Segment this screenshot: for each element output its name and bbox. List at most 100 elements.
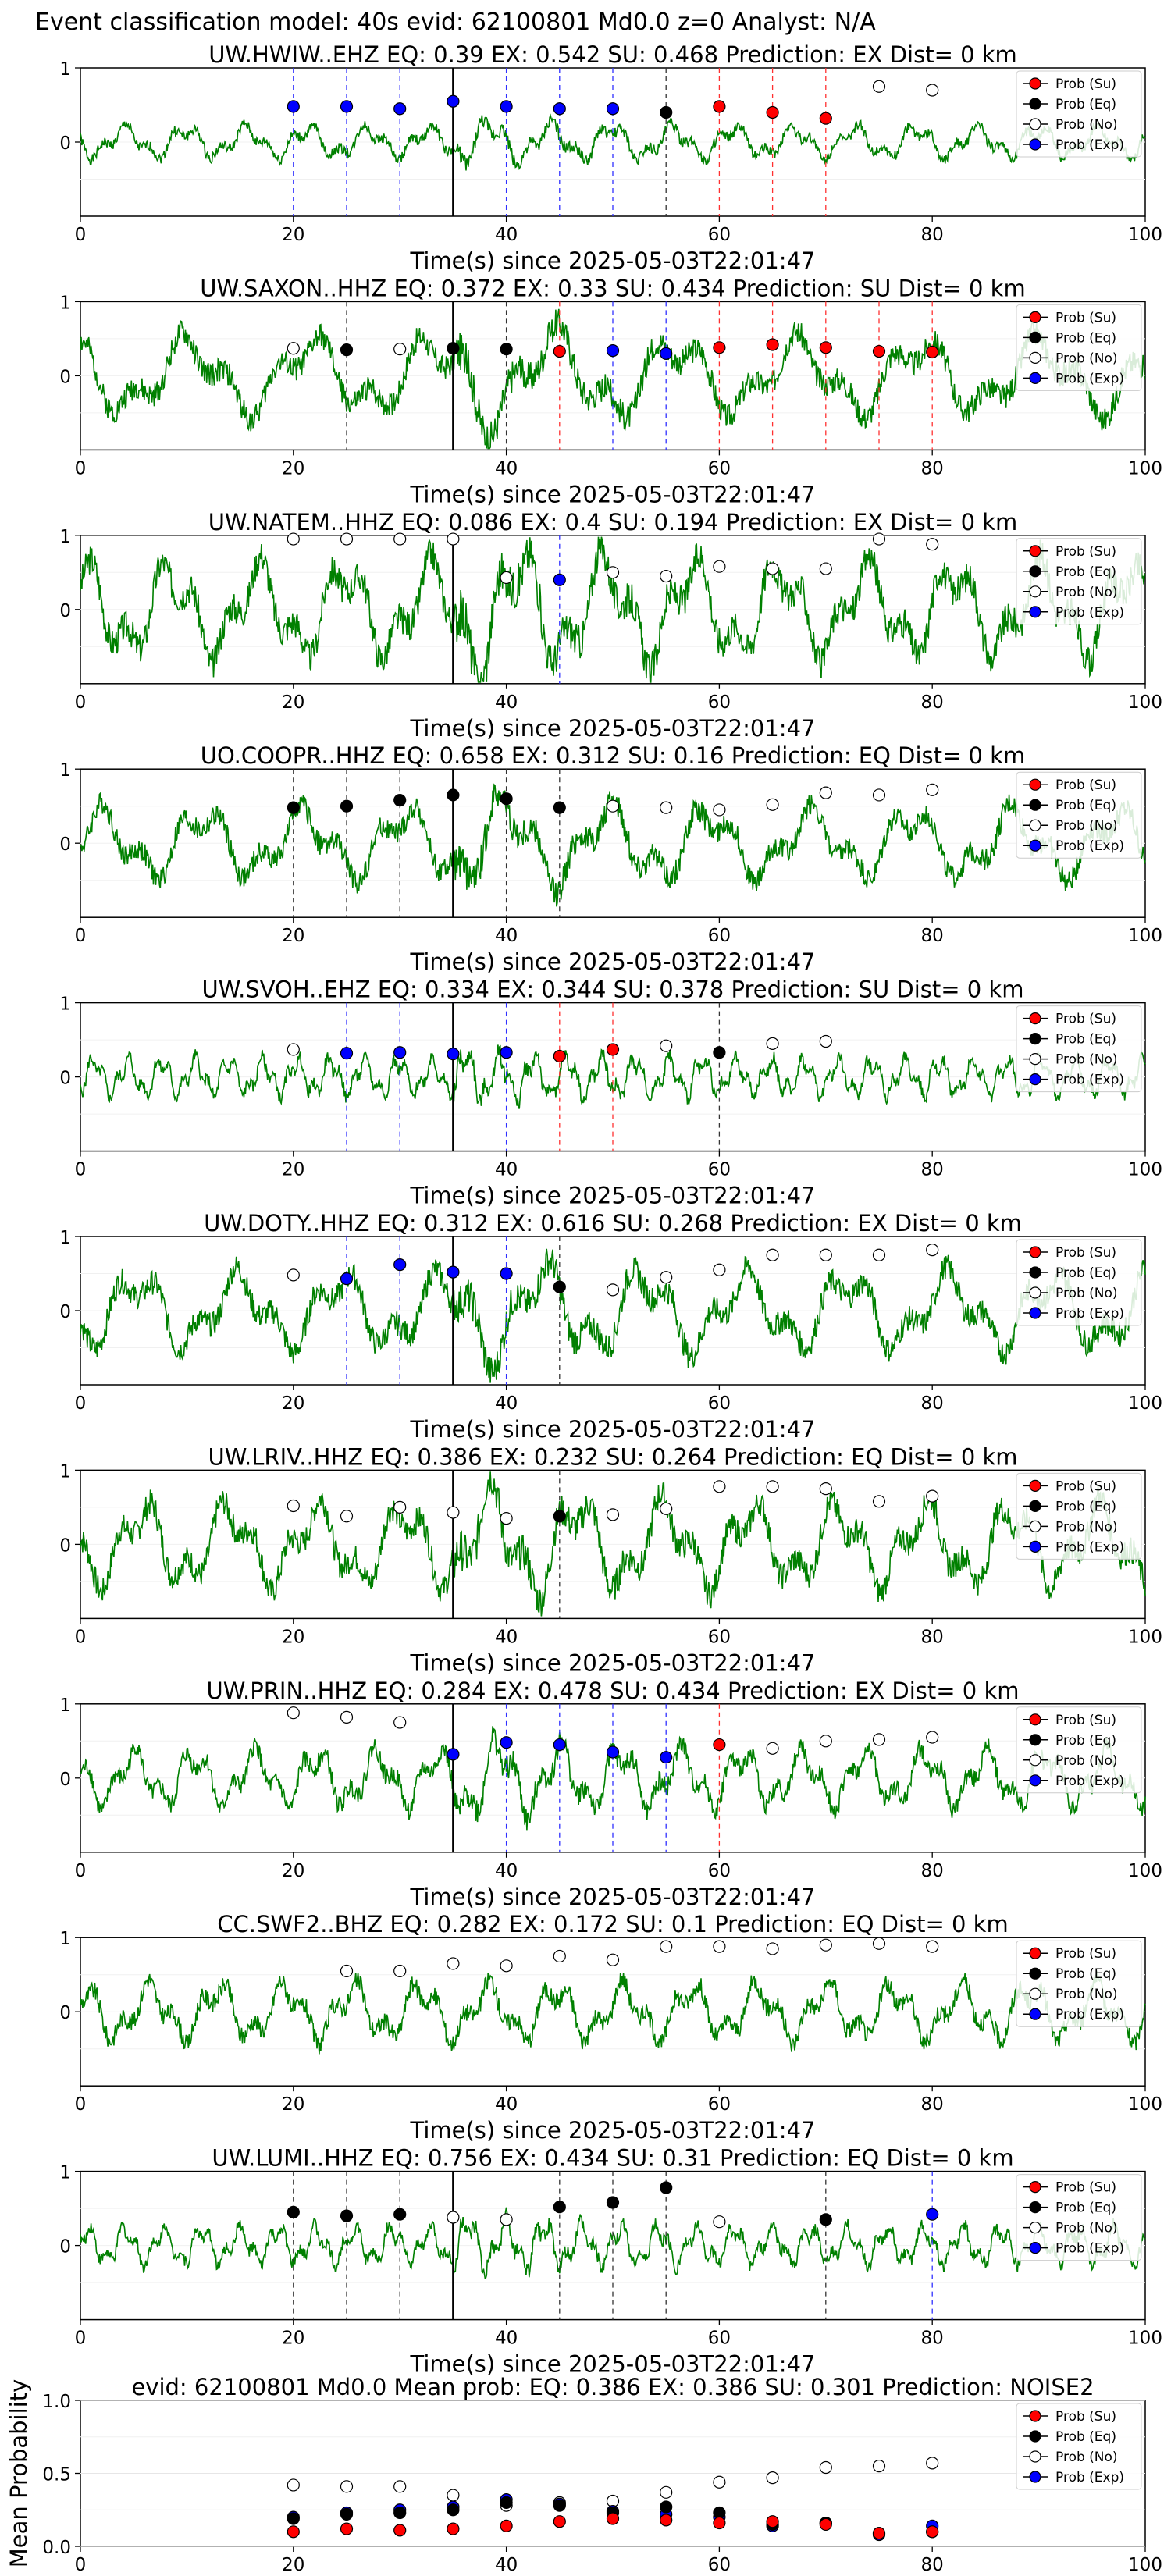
legend-marker-eq [1029, 799, 1041, 811]
mean-marker-su [766, 2515, 779, 2528]
mean-marker-no [340, 2480, 354, 2493]
x-axis-label: Time(s) since 2025-05-03T22:01:47 [410, 1649, 816, 1676]
prob-marker-eq [340, 799, 354, 813]
x-tick-label: 40 [495, 2329, 518, 2349]
prob-marker-no [393, 1716, 407, 1729]
prob-marker-su [553, 1049, 566, 1063]
prob-marker-su [819, 112, 832, 125]
prob-marker-no [553, 1949, 566, 1963]
x-tick-label: 60 [708, 458, 731, 479]
y-tick-label: 0 [59, 1302, 71, 1322]
panel-title: UO.COOPR..HHZ EQ: 0.658 EX: 0.312 SU: 0.… [201, 742, 1025, 769]
prob-marker-eq [340, 343, 354, 357]
prob-marker-no [872, 532, 886, 546]
prob-marker-su [713, 341, 726, 354]
x-tick-label: 0 [75, 2329, 87, 2349]
x-tick-label: 100 [1128, 926, 1162, 946]
legend-label-eq: Prob (Eq) [1055, 330, 1116, 346]
prob-marker-exp [287, 100, 300, 113]
legend-marker-exp [1029, 606, 1041, 618]
prob-marker-exp [606, 1745, 620, 1759]
x-tick-label: 80 [921, 2555, 944, 2575]
mean-marker-su [926, 2525, 939, 2539]
legend-marker-exp [1029, 372, 1041, 384]
legend-marker-exp [1029, 1307, 1041, 1319]
panel-title: UW.SAXON..HHZ EQ: 0.372 EX: 0.33 SU: 0.4… [200, 275, 1025, 301]
x-tick-label: 0 [75, 1393, 87, 1414]
prob-marker-no [393, 343, 407, 356]
prob-marker-no [926, 1940, 939, 1953]
y-tick-label: 1 [59, 1461, 71, 1482]
legend-label-exp: Prob (Exp) [1055, 605, 1124, 621]
legend-marker-no [1029, 1754, 1041, 1767]
legend-marker-eq [1029, 1500, 1041, 1513]
legend-label-no: Prob (No) [1055, 585, 1118, 600]
mean-marker-no [393, 2480, 407, 2493]
legend-label-no: Prob (No) [1055, 1753, 1118, 1769]
legend-marker-su [1029, 778, 1041, 791]
legend-label-exp: Prob (Exp) [1055, 2241, 1124, 2257]
legend-label-exp: Prob (Exp) [1055, 2470, 1124, 2485]
legend-label-no: Prob (No) [1055, 1987, 1118, 2002]
x-tick-label: 60 [708, 926, 731, 946]
prob-marker-exp [660, 347, 673, 360]
prob-marker-no [287, 1268, 300, 1282]
legend-label-eq: Prob (Eq) [1055, 1733, 1116, 1749]
legend-label-eq: Prob (Eq) [1055, 2201, 1116, 2216]
prob-marker-no [766, 562, 779, 575]
legend-label-su: Prob (Su) [1055, 1012, 1116, 1027]
legend-marker-su [1029, 1012, 1041, 1025]
prob-marker-no [606, 566, 620, 579]
prob-marker-no [713, 560, 726, 573]
legend-label-su: Prob (Su) [1055, 2180, 1116, 2196]
prob-marker-no [447, 2211, 460, 2224]
prob-marker-eq [500, 792, 513, 806]
prob-marker-su [713, 100, 726, 113]
prob-marker-exp [926, 2208, 939, 2221]
prob-marker-no [447, 1957, 460, 1970]
x-tick-label: 20 [282, 2329, 304, 2349]
legend-label-exp: Prob (Exp) [1055, 1774, 1124, 1789]
prob-marker-no [287, 1706, 300, 1720]
x-tick-label: 0 [75, 1861, 87, 1881]
prob-marker-no [393, 1500, 407, 1514]
y-tick-label: 0 [59, 1535, 71, 1556]
legend-marker-su [1029, 1246, 1041, 1258]
legend-label-exp: Prob (Exp) [1055, 137, 1124, 153]
panel-title: UW.LUMI..HHZ EQ: 0.756 EX: 0.434 SU: 0.3… [212, 2145, 1013, 2172]
prob-marker-no [660, 1940, 673, 1953]
x-tick-label: 100 [1128, 225, 1162, 245]
prob-marker-no [340, 1510, 354, 1523]
x-tick-label: 80 [921, 225, 944, 245]
legend-marker-eq [1029, 1734, 1041, 1746]
legend-marker-exp [1029, 2471, 1041, 2483]
mean-marker-no [447, 2489, 460, 2502]
y-tick-label: 0 [59, 367, 71, 387]
legend-label-no: Prob (No) [1055, 1286, 1118, 1301]
prob-marker-eq [287, 801, 300, 814]
prob-marker-exp [340, 1272, 354, 1286]
legend-box [1016, 1239, 1142, 1326]
prob-marker-no [287, 1499, 300, 1513]
x-tick-label: 40 [495, 926, 518, 946]
y-tick-label: 1 [59, 59, 71, 80]
y-tick-label: 0 [59, 834, 71, 855]
prob-marker-eq [393, 793, 407, 807]
prob-marker-no [766, 1942, 779, 1955]
prob-marker-no [872, 80, 886, 93]
prob-marker-exp [393, 1258, 407, 1272]
legend-label-su: Prob (Su) [1055, 310, 1116, 326]
x-tick-label: 80 [921, 1393, 944, 1414]
x-tick-label: 0 [75, 1627, 87, 1647]
y-tick-label: 0.5 [42, 2465, 71, 2485]
x-tick-label: 20 [282, 2555, 304, 2575]
legend-marker-exp [1029, 1073, 1041, 1086]
panel-uw-doty-hhz: UW.DOTY..HHZ EQ: 0.312 EX: 0.616 SU: 0.2… [59, 1210, 1162, 1443]
x-tick-label: 0 [75, 1160, 87, 1180]
legend-marker-eq [1029, 2201, 1041, 2214]
mean-marker-su [447, 2522, 460, 2535]
prob-marker-no [926, 538, 939, 551]
prob-marker-no [606, 1953, 620, 1966]
